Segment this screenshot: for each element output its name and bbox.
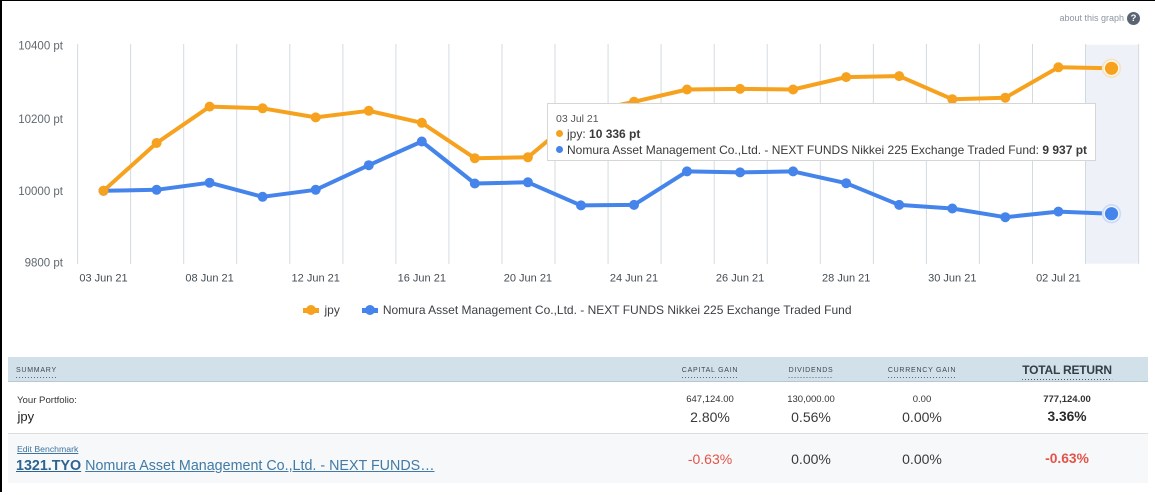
svg-text:24 Jun 21: 24 Jun 21 <box>610 273 658 285</box>
svg-text:26 Jun 21: 26 Jun 21 <box>716 273 764 285</box>
svg-text:9800 pt: 9800 pt <box>25 258 64 270</box>
svg-text:28 Jun 21: 28 Jun 21 <box>822 273 870 285</box>
svg-text:16 Jun 21: 16 Jun 21 <box>398 273 446 285</box>
svg-text:10200 pt: 10200 pt <box>18 114 64 126</box>
svg-text:20 Jun 21: 20 Jun 21 <box>504 273 552 285</box>
svg-text:12 Jun 21: 12 Jun 21 <box>292 273 340 285</box>
svg-text:10000 pt: 10000 pt <box>18 186 64 198</box>
svg-text:08 Jun 21: 08 Jun 21 <box>185 273 233 285</box>
svg-text:30 Jun 21: 30 Jun 21 <box>928 273 976 285</box>
svg-text:10400 pt: 10400 pt <box>18 41 64 53</box>
svg-text:02 Jul 21: 02 Jul 21 <box>1036 273 1081 285</box>
svg-text:03 Jun 21: 03 Jun 21 <box>79 273 127 285</box>
